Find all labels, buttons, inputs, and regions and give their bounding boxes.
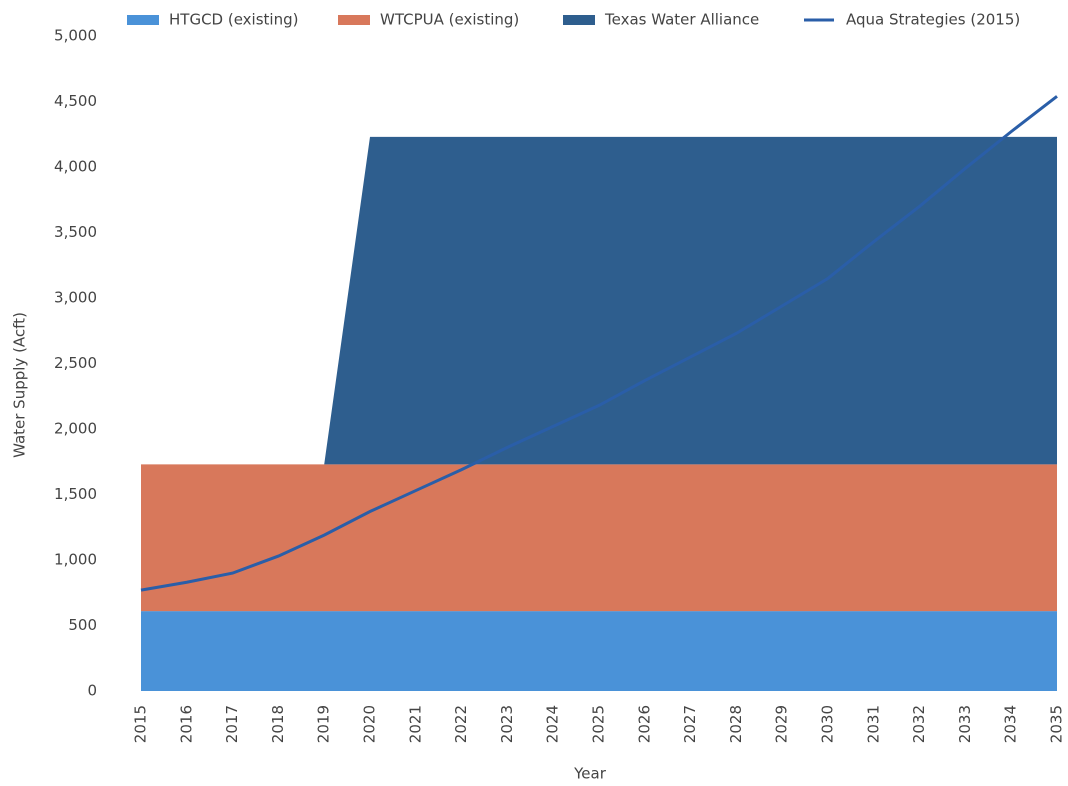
legend-swatch — [563, 15, 595, 25]
x-tick-label: 2023 — [498, 705, 516, 743]
x-axis-label: Year — [573, 765, 607, 783]
y-tick-label: 2,500 — [54, 354, 97, 372]
x-tick-label: 2034 — [1002, 705, 1020, 743]
legend-label: HTGCD (existing) — [169, 11, 298, 29]
x-tick-label: 2035 — [1048, 705, 1066, 743]
x-tick-label: 2032 — [910, 705, 928, 743]
x-tick-label: 2020 — [361, 705, 379, 743]
x-tick-label: 2015 — [132, 705, 150, 743]
x-tick-label: 2019 — [315, 705, 333, 743]
y-tick-label: 1,500 — [54, 485, 97, 503]
x-tick-label: 2024 — [544, 705, 562, 743]
x-tick-label: 2021 — [406, 705, 424, 743]
x-tick-label: 2031 — [864, 705, 882, 743]
y-tick-label: 3,500 — [54, 223, 97, 241]
x-tick-label: 2028 — [727, 705, 745, 743]
x-tick-label: 2029 — [773, 705, 791, 743]
x-tick-label: 2033 — [956, 705, 974, 743]
y-tick-label: 2,000 — [54, 420, 97, 438]
y-tick-label: 500 — [68, 616, 97, 634]
x-tick-label: 2018 — [269, 705, 287, 743]
y-axis-label: Water Supply (Acft) — [11, 312, 29, 458]
area — [141, 611, 1057, 691]
x-tick-label: 2016 — [177, 705, 195, 743]
y-tick-label: 1,000 — [54, 551, 97, 569]
y-tick-label: 4,500 — [54, 92, 97, 110]
legend-swatch — [127, 15, 159, 25]
area — [141, 136, 1057, 465]
x-tick-label: 2027 — [681, 705, 699, 743]
x-tick-label: 2030 — [819, 705, 837, 743]
legend-swatch — [338, 15, 370, 25]
y-tick-label: 3,000 — [54, 289, 97, 307]
y-tick-label: 0 — [87, 682, 97, 700]
y-tick-label: 5,000 — [54, 27, 97, 45]
x-tick-label: 2017 — [223, 705, 241, 743]
y-tick-label: 4,000 — [54, 158, 97, 176]
legend-label: WTCPUA (existing) — [380, 11, 519, 29]
line — [140, 95, 1058, 592]
x-tick-label: 2026 — [635, 705, 653, 743]
legend-label: Texas Water Alliance — [604, 11, 759, 29]
legend-label: Aqua Strategies (2015) — [846, 11, 1020, 29]
x-tick-label: 2025 — [590, 705, 608, 743]
area — [141, 464, 1057, 612]
x-tick-label: 2022 — [452, 705, 470, 743]
